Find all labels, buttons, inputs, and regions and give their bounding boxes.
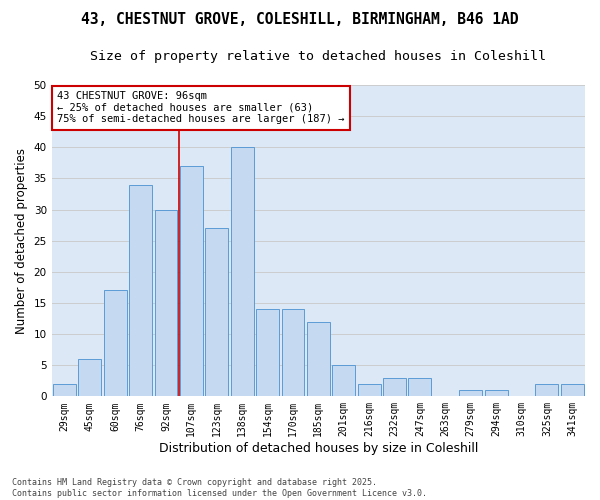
Text: Contains HM Land Registry data © Crown copyright and database right 2025.
Contai: Contains HM Land Registry data © Crown c… <box>12 478 427 498</box>
Bar <box>307 322 330 396</box>
Bar <box>53 384 76 396</box>
Text: 43 CHESTNUT GROVE: 96sqm
← 25% of detached houses are smaller (63)
75% of semi-d: 43 CHESTNUT GROVE: 96sqm ← 25% of detach… <box>57 91 344 124</box>
Bar <box>561 384 584 396</box>
Text: 43, CHESTNUT GROVE, COLESHILL, BIRMINGHAM, B46 1AD: 43, CHESTNUT GROVE, COLESHILL, BIRMINGHA… <box>81 12 519 28</box>
Bar <box>79 359 101 397</box>
Bar <box>180 166 203 396</box>
Bar <box>256 309 279 396</box>
Bar <box>383 378 406 396</box>
X-axis label: Distribution of detached houses by size in Coleshill: Distribution of detached houses by size … <box>158 442 478 455</box>
Bar <box>409 378 431 396</box>
Bar <box>231 148 254 396</box>
Bar <box>332 365 355 396</box>
Bar <box>104 290 127 397</box>
Bar <box>205 228 228 396</box>
Bar <box>155 210 178 396</box>
Bar <box>459 390 482 396</box>
Title: Size of property relative to detached houses in Coleshill: Size of property relative to detached ho… <box>91 50 547 63</box>
Y-axis label: Number of detached properties: Number of detached properties <box>15 148 28 334</box>
Bar <box>535 384 559 396</box>
Bar <box>358 384 380 396</box>
Bar <box>281 309 304 396</box>
Bar <box>129 184 152 396</box>
Bar <box>485 390 508 396</box>
